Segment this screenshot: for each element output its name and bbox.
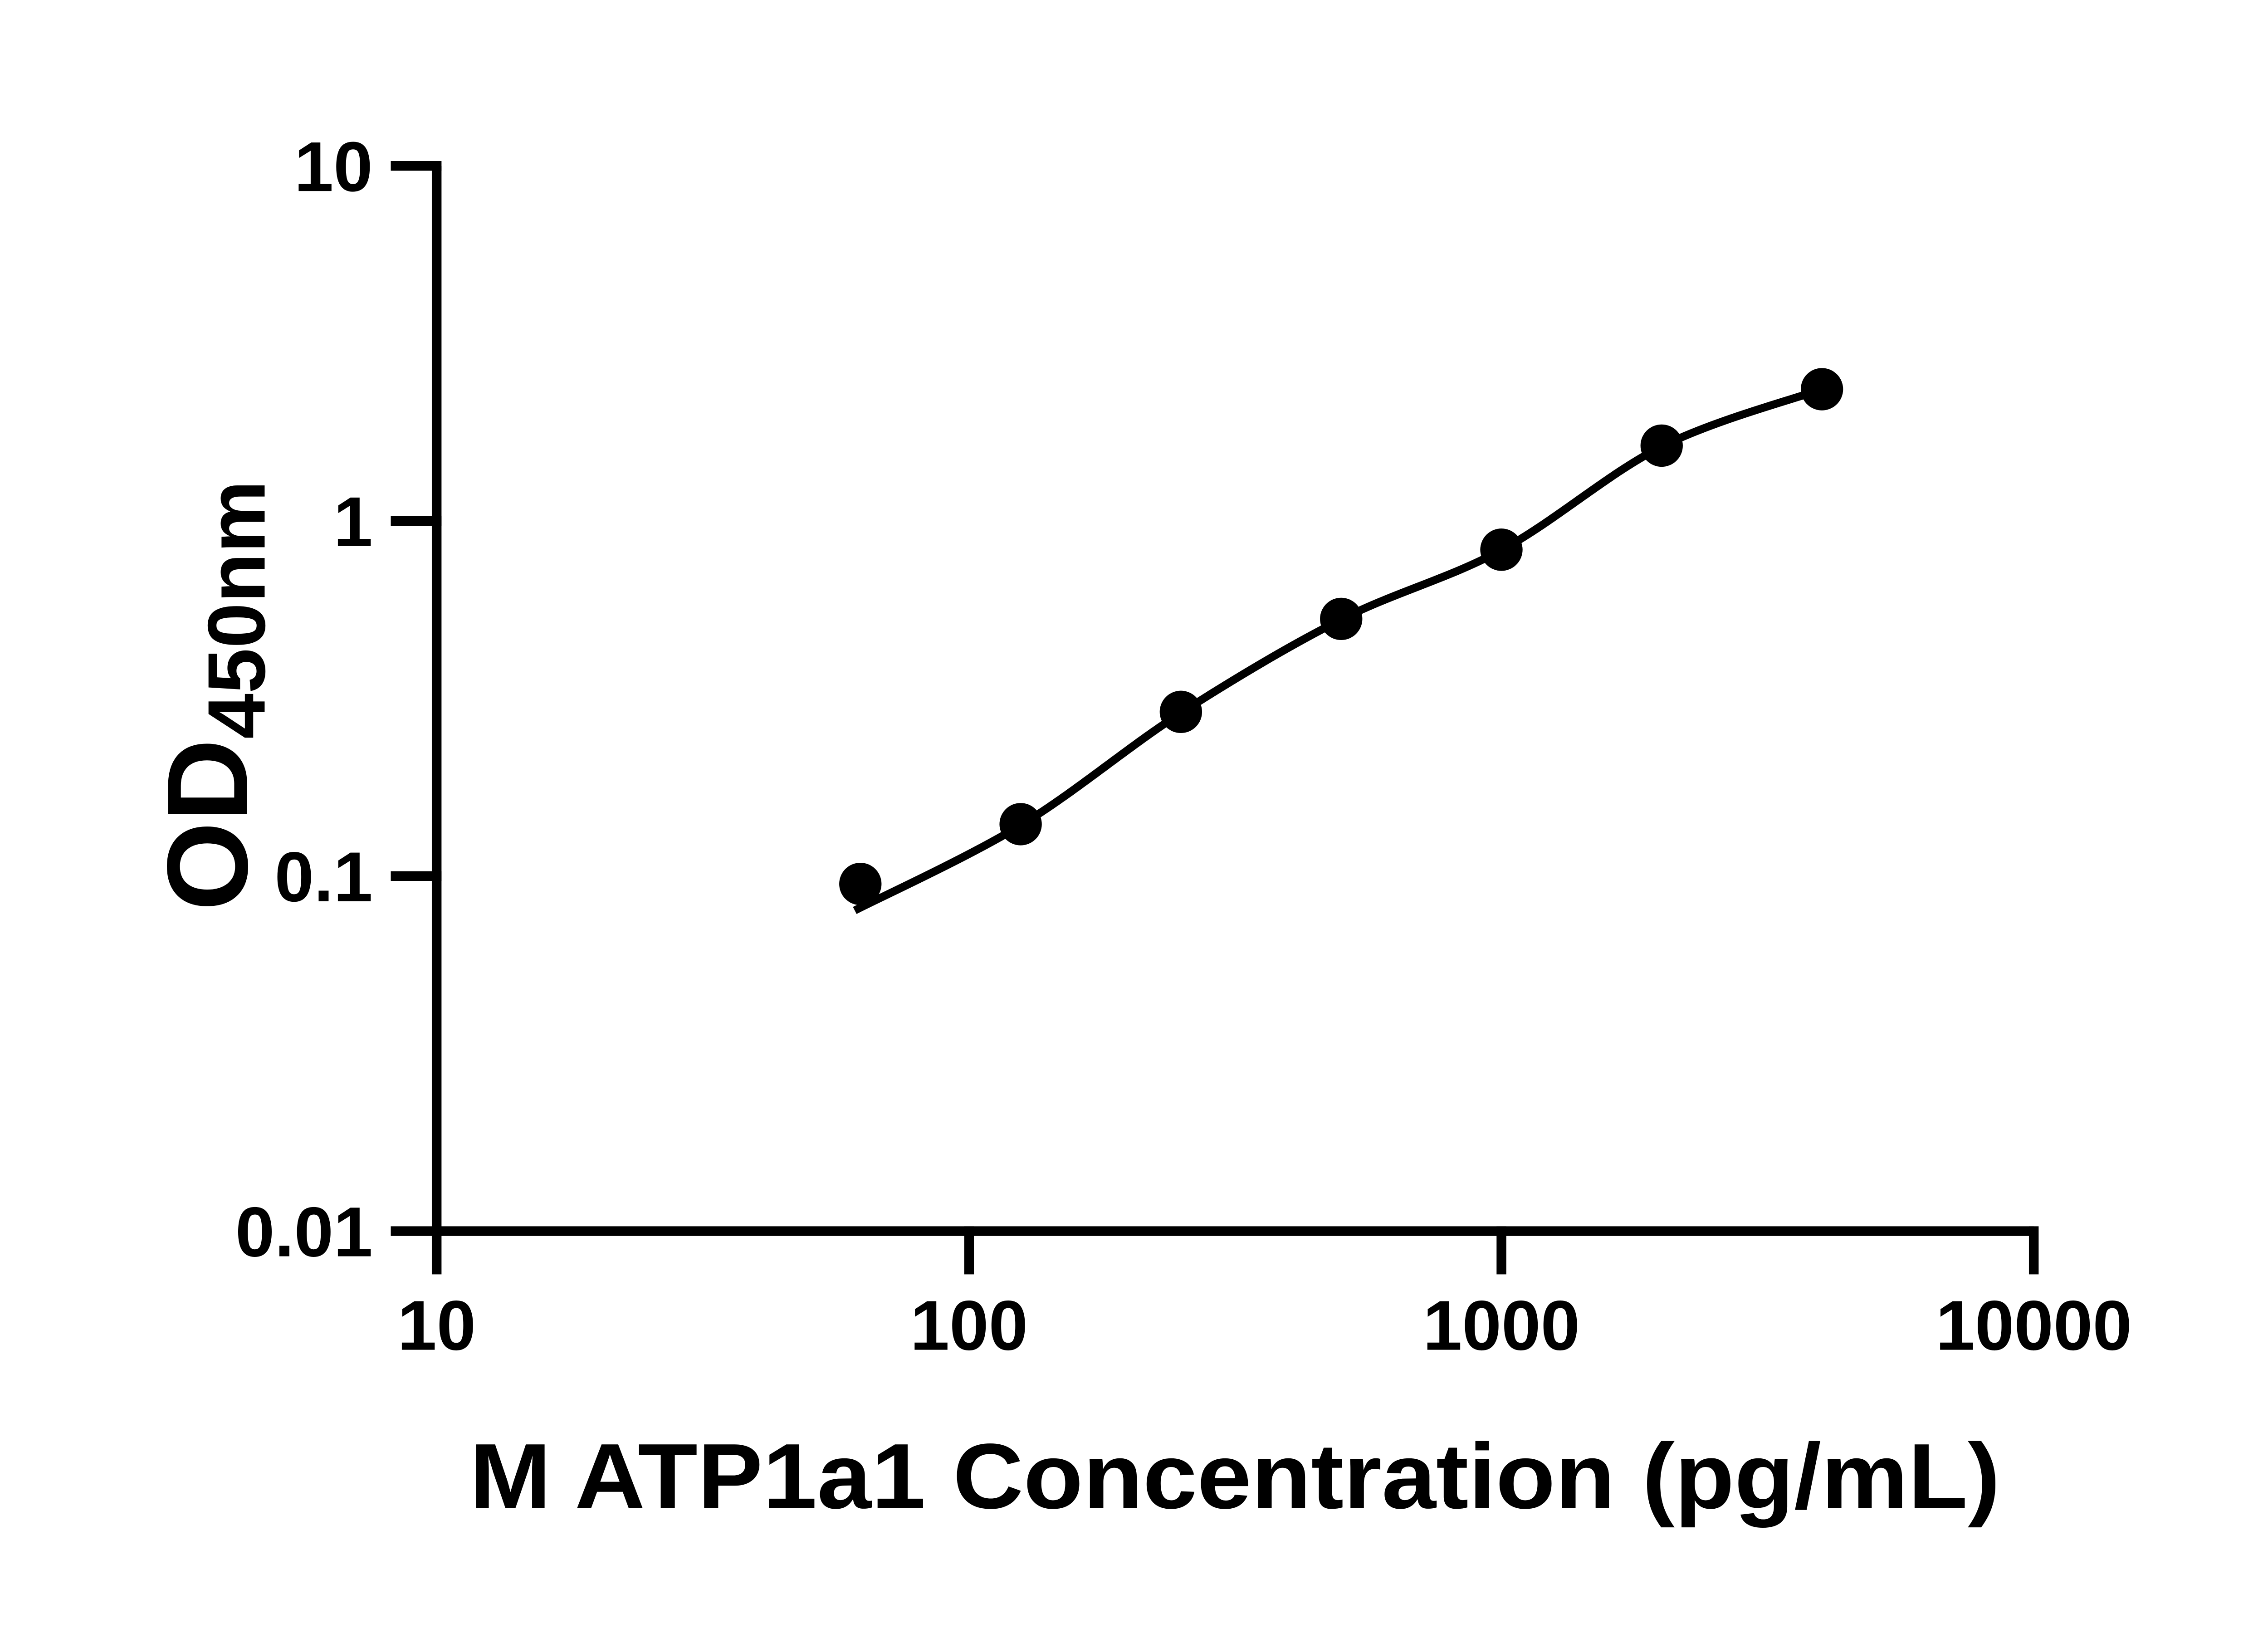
y-tick-label: 0.1 [274,837,372,916]
fit-curve [853,385,1823,914]
data-point [1640,424,1683,467]
data-point [1480,528,1523,571]
y-tick-label: 10 [294,127,373,206]
data-point [999,803,1042,846]
x-axis-tick-labels: 10 100 1000 10000 [397,1286,2132,1365]
data-point [1320,597,1363,640]
x-axis-title: M ATP1a1 Concentration (pg/mL) [470,1425,2000,1528]
y-axis-title-main: OD [143,739,272,911]
y-tick-label: 0.01 [235,1192,373,1271]
data-point [1800,368,1843,411]
x-tick-label: 100 [910,1286,1028,1365]
x-tick-label: 10000 [1936,1286,2132,1365]
y-axis-title: OD450nm [143,480,283,911]
x-tick-label: 1000 [1423,1286,1580,1365]
y-axis-tick-labels: 0.01 0.1 1 10 [235,127,373,1271]
data-point [839,863,882,905]
x-tick-label: 10 [397,1286,476,1365]
data-point [1159,690,1202,733]
y-tick-label: 1 [333,482,373,561]
y-axis-title-sub: 450nm [191,480,282,739]
data-points [839,368,1843,905]
